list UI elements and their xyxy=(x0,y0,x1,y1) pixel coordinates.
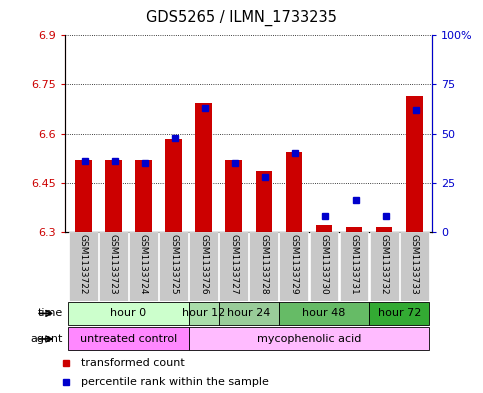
Text: untreated control: untreated control xyxy=(80,334,177,344)
Bar xyxy=(69,232,98,301)
Text: GSM1133732: GSM1133732 xyxy=(380,234,389,295)
Bar xyxy=(165,139,182,232)
Bar xyxy=(256,171,272,232)
Bar xyxy=(159,232,188,301)
Bar xyxy=(129,232,158,301)
Bar xyxy=(400,232,429,301)
Bar xyxy=(249,232,278,301)
Text: hour 0: hour 0 xyxy=(110,309,146,318)
Bar xyxy=(75,160,92,232)
Bar xyxy=(285,152,302,232)
Bar xyxy=(279,302,369,325)
Text: agent: agent xyxy=(30,334,63,344)
Bar xyxy=(135,160,152,232)
Text: GSM1133731: GSM1133731 xyxy=(350,234,358,295)
Bar xyxy=(226,160,242,232)
Text: hour 72: hour 72 xyxy=(378,309,421,318)
Text: GSM1133726: GSM1133726 xyxy=(199,234,208,295)
Bar xyxy=(219,302,279,325)
Bar xyxy=(188,302,219,325)
Text: hour 48: hour 48 xyxy=(302,309,346,318)
Bar xyxy=(316,225,332,232)
Text: GDS5265 / ILMN_1733235: GDS5265 / ILMN_1733235 xyxy=(146,9,337,26)
Text: hour 24: hour 24 xyxy=(227,309,270,318)
Text: mycophenolic acid: mycophenolic acid xyxy=(257,334,361,344)
Bar xyxy=(68,302,188,325)
Text: transformed count: transformed count xyxy=(81,358,185,367)
Text: GSM1133730: GSM1133730 xyxy=(319,234,328,295)
Text: GSM1133725: GSM1133725 xyxy=(169,234,178,295)
Text: GSM1133724: GSM1133724 xyxy=(139,234,148,294)
Bar xyxy=(219,232,248,301)
Text: GSM1133727: GSM1133727 xyxy=(229,234,238,295)
Bar xyxy=(369,302,429,325)
Text: GSM1133723: GSM1133723 xyxy=(109,234,118,295)
Text: time: time xyxy=(38,309,63,318)
Bar xyxy=(369,232,398,301)
Bar xyxy=(188,327,429,351)
Bar xyxy=(376,227,392,232)
Bar xyxy=(340,232,369,301)
Text: percentile rank within the sample: percentile rank within the sample xyxy=(81,377,269,387)
Text: GSM1133733: GSM1133733 xyxy=(410,234,419,295)
Bar xyxy=(195,103,212,232)
Text: GSM1133729: GSM1133729 xyxy=(289,234,298,295)
Bar xyxy=(189,232,218,301)
Bar xyxy=(99,232,128,301)
Text: hour 12: hour 12 xyxy=(182,309,225,318)
Bar xyxy=(310,232,339,301)
Text: GSM1133722: GSM1133722 xyxy=(79,234,88,294)
Bar xyxy=(280,232,308,301)
Bar xyxy=(68,327,188,351)
Text: GSM1133728: GSM1133728 xyxy=(259,234,268,295)
Bar xyxy=(105,160,122,232)
Bar xyxy=(346,227,362,232)
Bar xyxy=(406,96,423,232)
